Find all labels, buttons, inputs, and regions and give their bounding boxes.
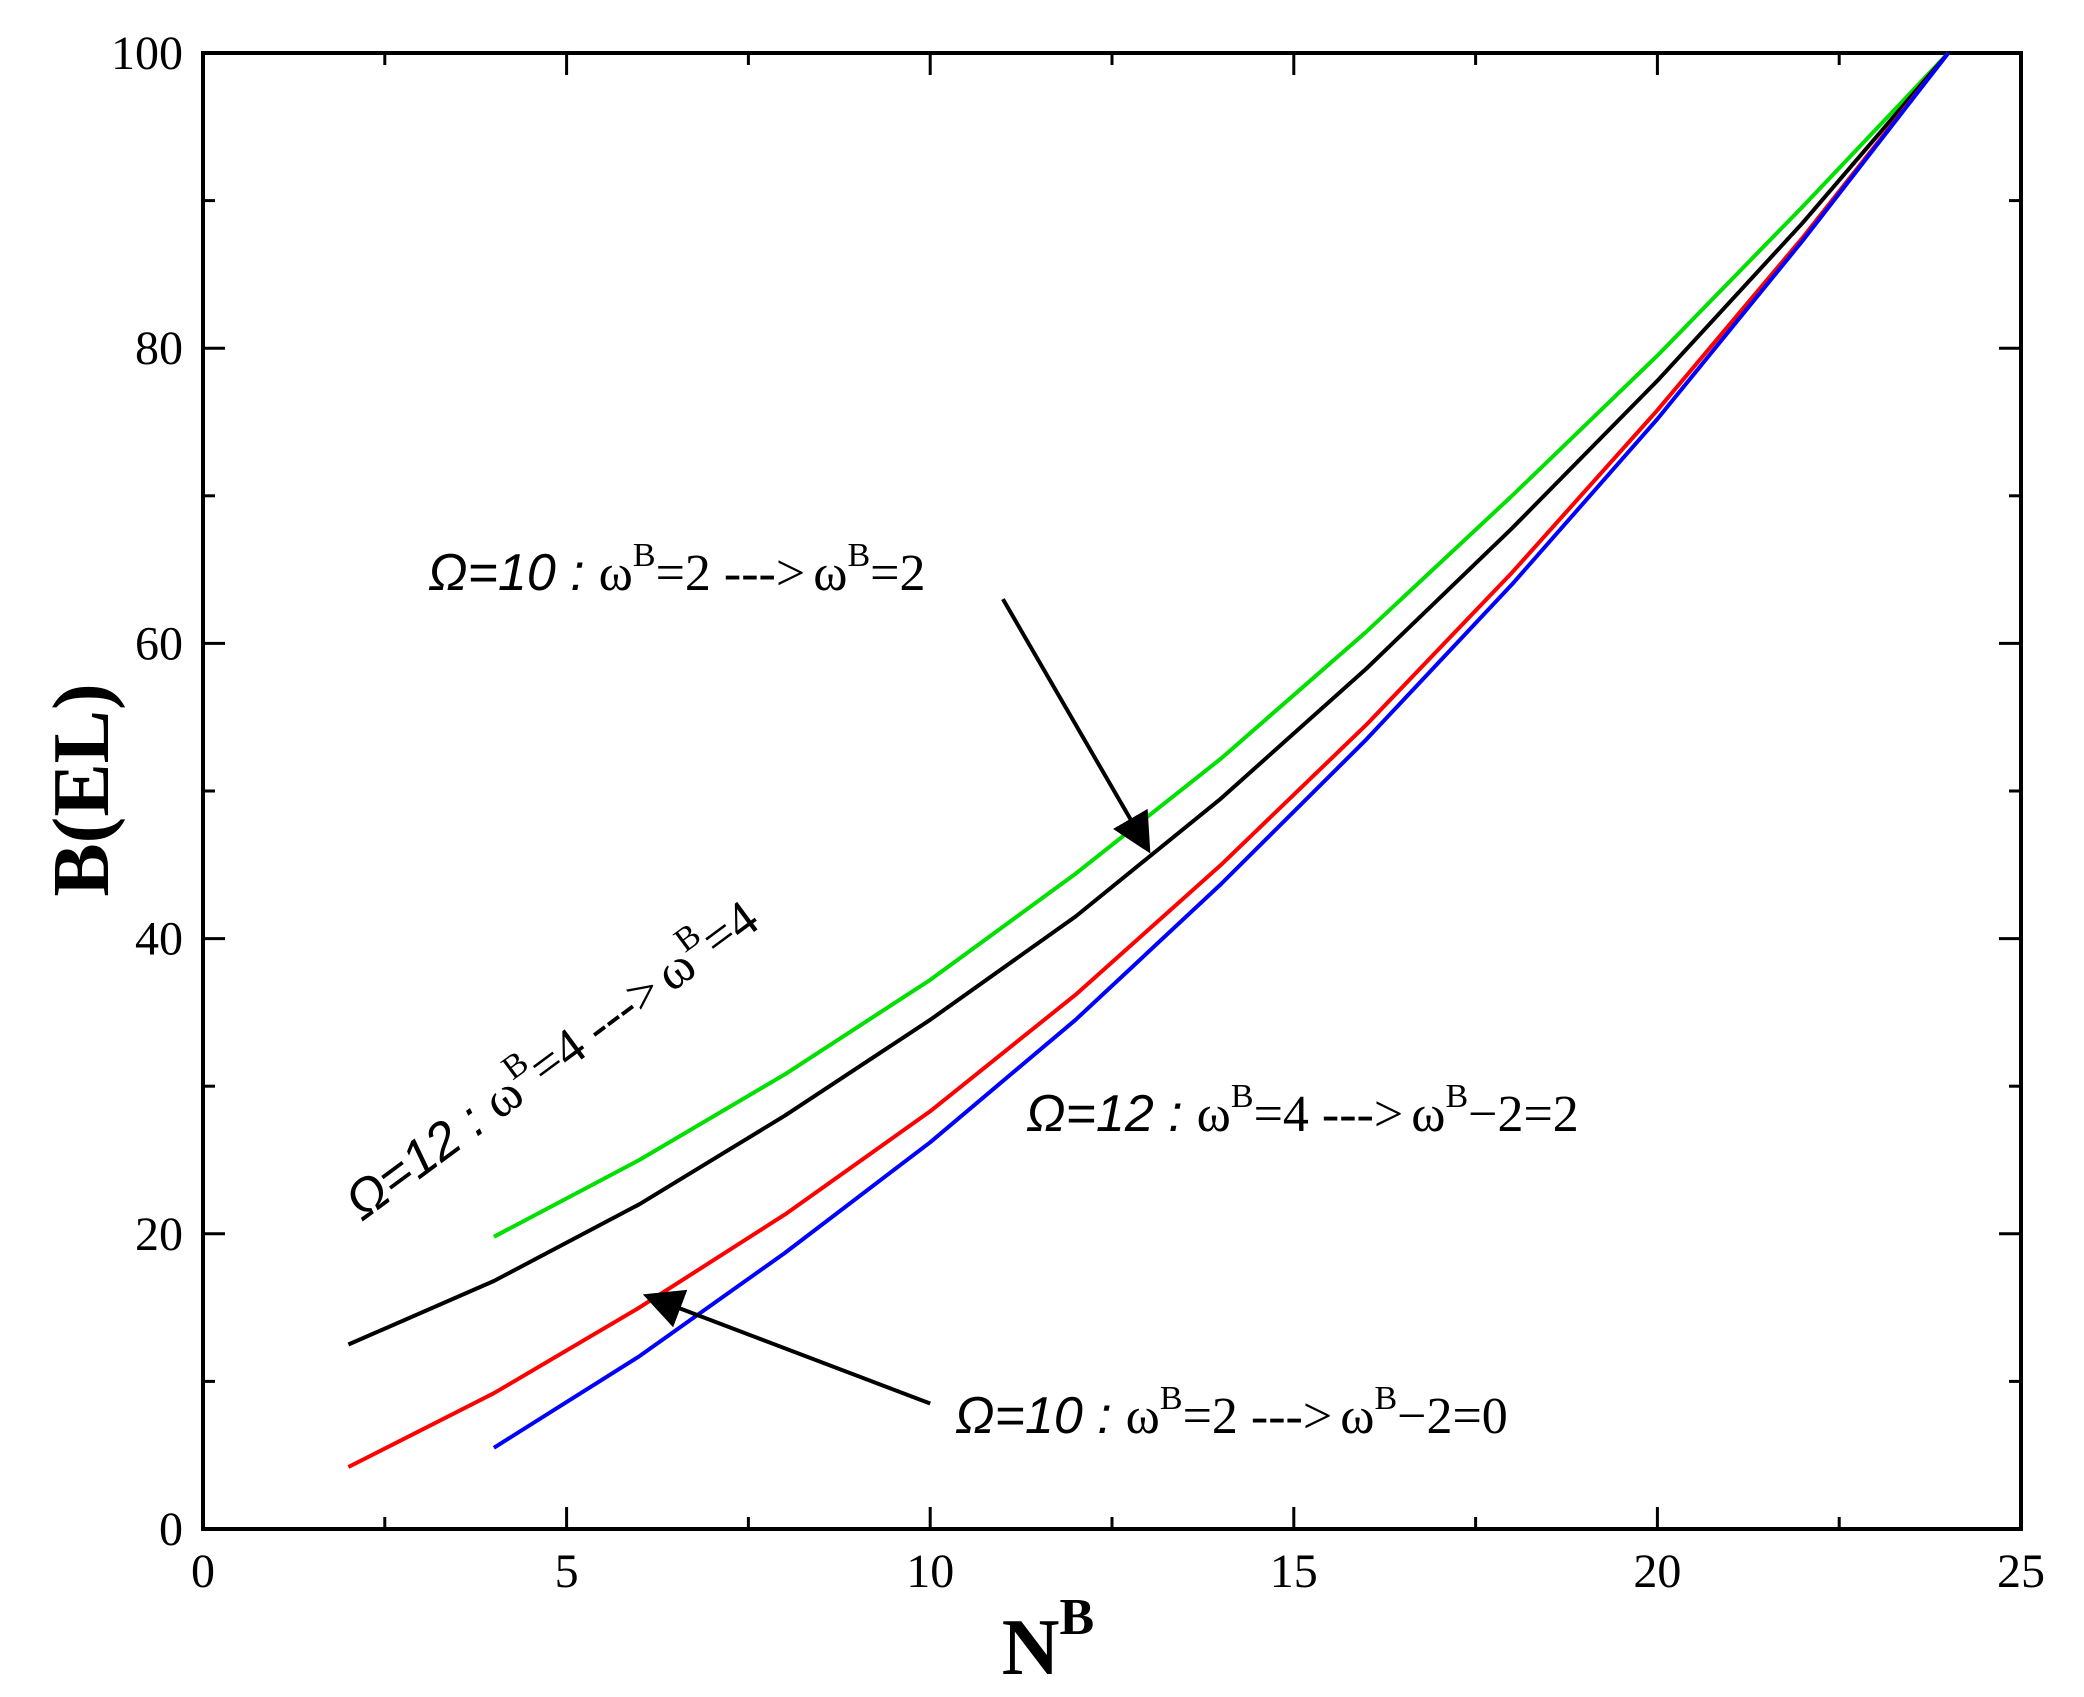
annotation-arrow-1 bbox=[1001, 598, 1151, 854]
series-lines bbox=[347, 51, 1950, 1469]
tick-marks bbox=[201, 51, 2023, 1531]
annotation-omega10-w2-to-w2: Ω=10 : ωB=2 ---> ωB=2 bbox=[428, 537, 925, 602]
y-tick-label: 100 bbox=[111, 27, 183, 80]
x-tick-label: 20 bbox=[1633, 1545, 1681, 1598]
x-axis-title: NB bbox=[1002, 1589, 1094, 1692]
series-line-4 bbox=[492, 51, 1950, 1450]
y-tick-label: 20 bbox=[135, 1208, 183, 1261]
tick-labels: 0 5 10 15 20 25 0 20 40 60 80 100 bbox=[111, 27, 2045, 1598]
series-line-1 bbox=[492, 51, 1950, 1239]
annotation-arrow-2 bbox=[642, 1289, 931, 1406]
x-tick-label: 0 bbox=[191, 1545, 215, 1598]
series-line-2 bbox=[347, 51, 1950, 1347]
x-axis-title-main: N bbox=[1002, 1604, 1060, 1692]
x-tick-label: 15 bbox=[1270, 1545, 1318, 1598]
y-axis-title: B(EL) bbox=[38, 683, 126, 896]
y-tick-label: 0 bbox=[159, 1503, 183, 1556]
x-tick-label: 25 bbox=[1997, 1545, 2045, 1598]
y-tick-label: 40 bbox=[135, 913, 183, 966]
annotation-omega12-w4-to-w-minus2: Ω=12 : ωB=4 ---> ωB−2=2 bbox=[1026, 1078, 1579, 1143]
x-tick-label: 5 bbox=[555, 1545, 579, 1598]
x-tick-label: 10 bbox=[906, 1545, 954, 1598]
y-tick-label: 60 bbox=[135, 617, 183, 670]
annotation-arrows bbox=[642, 598, 1151, 1406]
y-tick-label: 80 bbox=[135, 322, 183, 375]
x-axis-title-sup: B bbox=[1060, 1589, 1095, 1646]
series-line-3 bbox=[347, 51, 1950, 1469]
annotation-omega10-w2-to-w-minus2: Ω=10 : ωB=2 ---> ωB−2=0 bbox=[955, 1380, 1508, 1445]
annotation-omega12-w4-to-w4: Ω=12 :ωB=4 --->ωB=4 bbox=[330, 883, 769, 1231]
